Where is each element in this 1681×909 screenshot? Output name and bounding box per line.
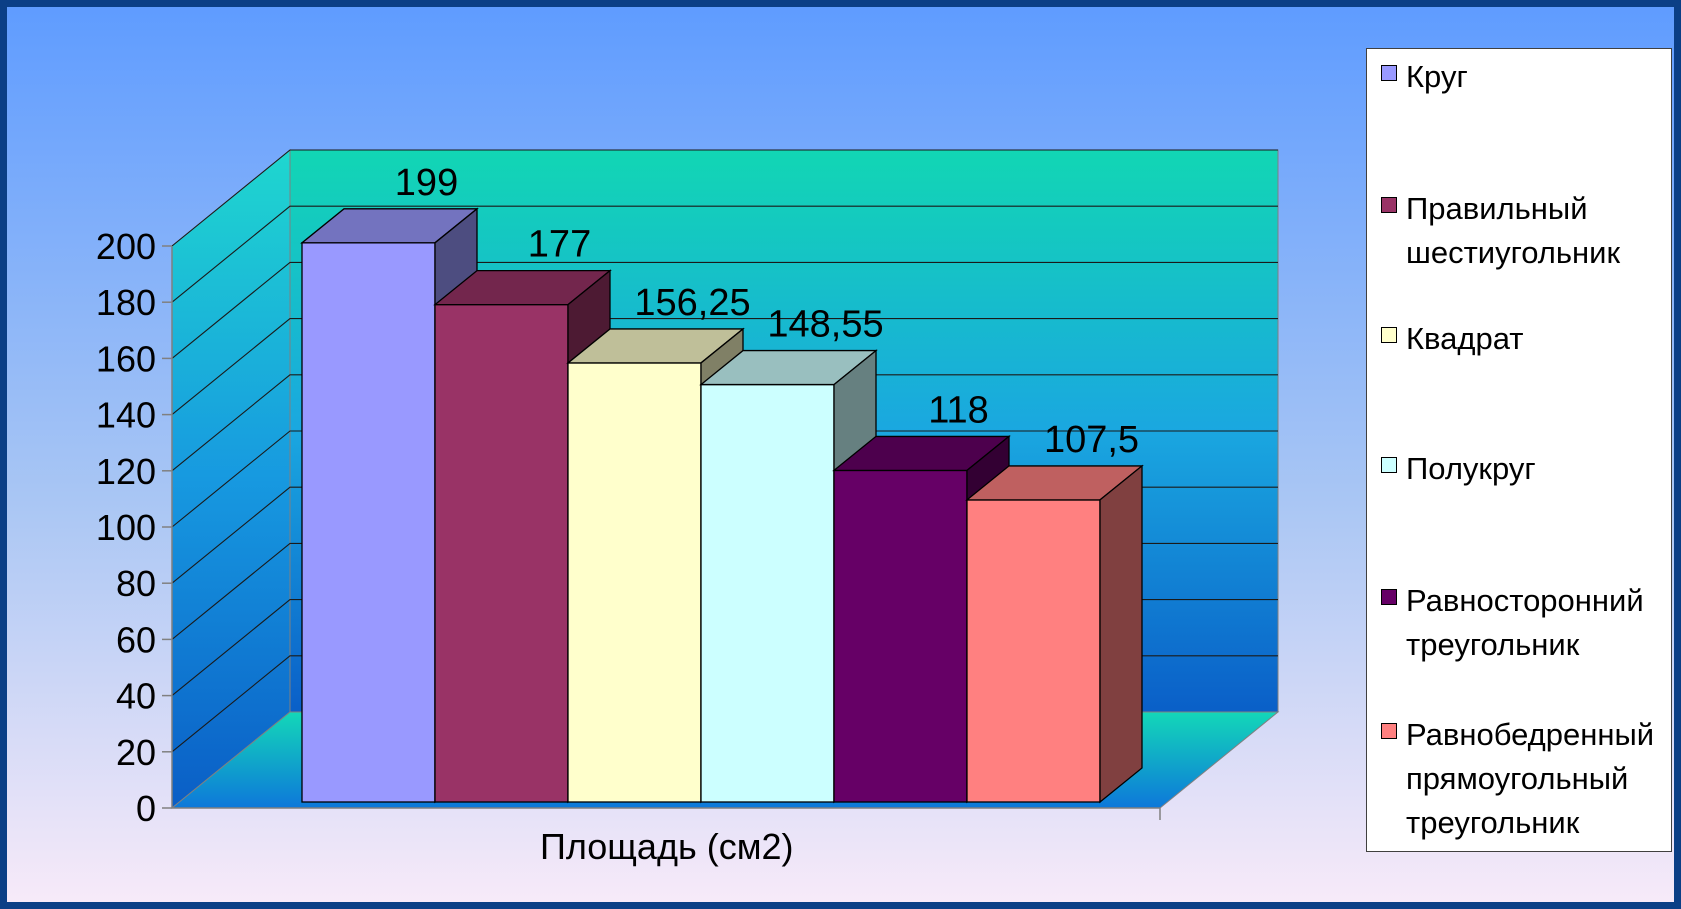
bar-front — [833, 469, 968, 803]
gridline — [171, 318, 1278, 416]
y-tick-label: 80 — [116, 563, 156, 604]
legend-item: Круг — [1381, 55, 1666, 99]
y-tick-label: 100 — [96, 507, 156, 548]
data-label: 148,55 — [767, 304, 883, 346]
gridline — [171, 374, 1278, 472]
data-label: 177 — [528, 224, 591, 266]
legend-item: Полукруг — [1381, 447, 1666, 491]
gridline — [171, 149, 1278, 247]
legend-swatch — [1381, 197, 1397, 213]
legend-label: Равносторонний треугольник — [1406, 583, 1644, 662]
legend-swatch — [1381, 65, 1397, 81]
y-tick-label: 140 — [96, 395, 156, 436]
legend-label: Правильный шестиугольник — [1406, 191, 1621, 270]
legend-swatch — [1381, 457, 1397, 473]
bar-front — [301, 242, 436, 803]
y-tick-label: 120 — [96, 451, 156, 492]
legend-label: Равнобедренный прямоугольный треугольник — [1406, 717, 1655, 840]
gridline — [171, 430, 1278, 528]
legend-swatch — [1381, 327, 1397, 343]
y-tick-label: 60 — [116, 619, 156, 660]
legend: Круг Правильный шестиугольник Квадрат Полук… — [1366, 48, 1672, 852]
bar-front — [700, 383, 835, 803]
legend-label: Квадрат — [1406, 321, 1524, 356]
data-label: 118 — [928, 389, 989, 431]
legend-item: Равносторонний треугольник — [1381, 579, 1666, 667]
bar-front — [567, 362, 702, 803]
x-axis-label: Площадь (см2) — [540, 826, 794, 867]
y-tick-label: 0 — [136, 788, 156, 829]
bar — [965, 464, 1144, 804]
y-tick-label: 40 — [116, 676, 156, 717]
legend-swatch — [1381, 723, 1397, 739]
legend-label: Полукруг — [1406, 451, 1536, 486]
y-tick-label: 180 — [96, 282, 156, 323]
y-tick-label: 200 — [96, 226, 156, 267]
y-tick-label: 160 — [96, 338, 156, 379]
legend-item: Квадрат — [1381, 317, 1666, 361]
bar-front — [966, 499, 1101, 803]
gridline — [171, 205, 1278, 303]
bar-front — [434, 303, 569, 803]
legend-swatch — [1381, 589, 1397, 605]
legend-item: Правильный шестиугольник — [1381, 187, 1666, 275]
bar-side — [1099, 464, 1143, 804]
gridline — [171, 261, 1278, 359]
data-label: 199 — [395, 162, 458, 204]
data-label: 107,5 — [1044, 419, 1139, 461]
y-tick-label: 20 — [116, 732, 156, 773]
data-label: 156,25 — [634, 282, 750, 324]
legend-label: Круг — [1406, 59, 1468, 94]
legend-item: Равнобедренный прямоугольный треугольник — [1381, 713, 1666, 845]
bar — [832, 435, 1011, 804]
